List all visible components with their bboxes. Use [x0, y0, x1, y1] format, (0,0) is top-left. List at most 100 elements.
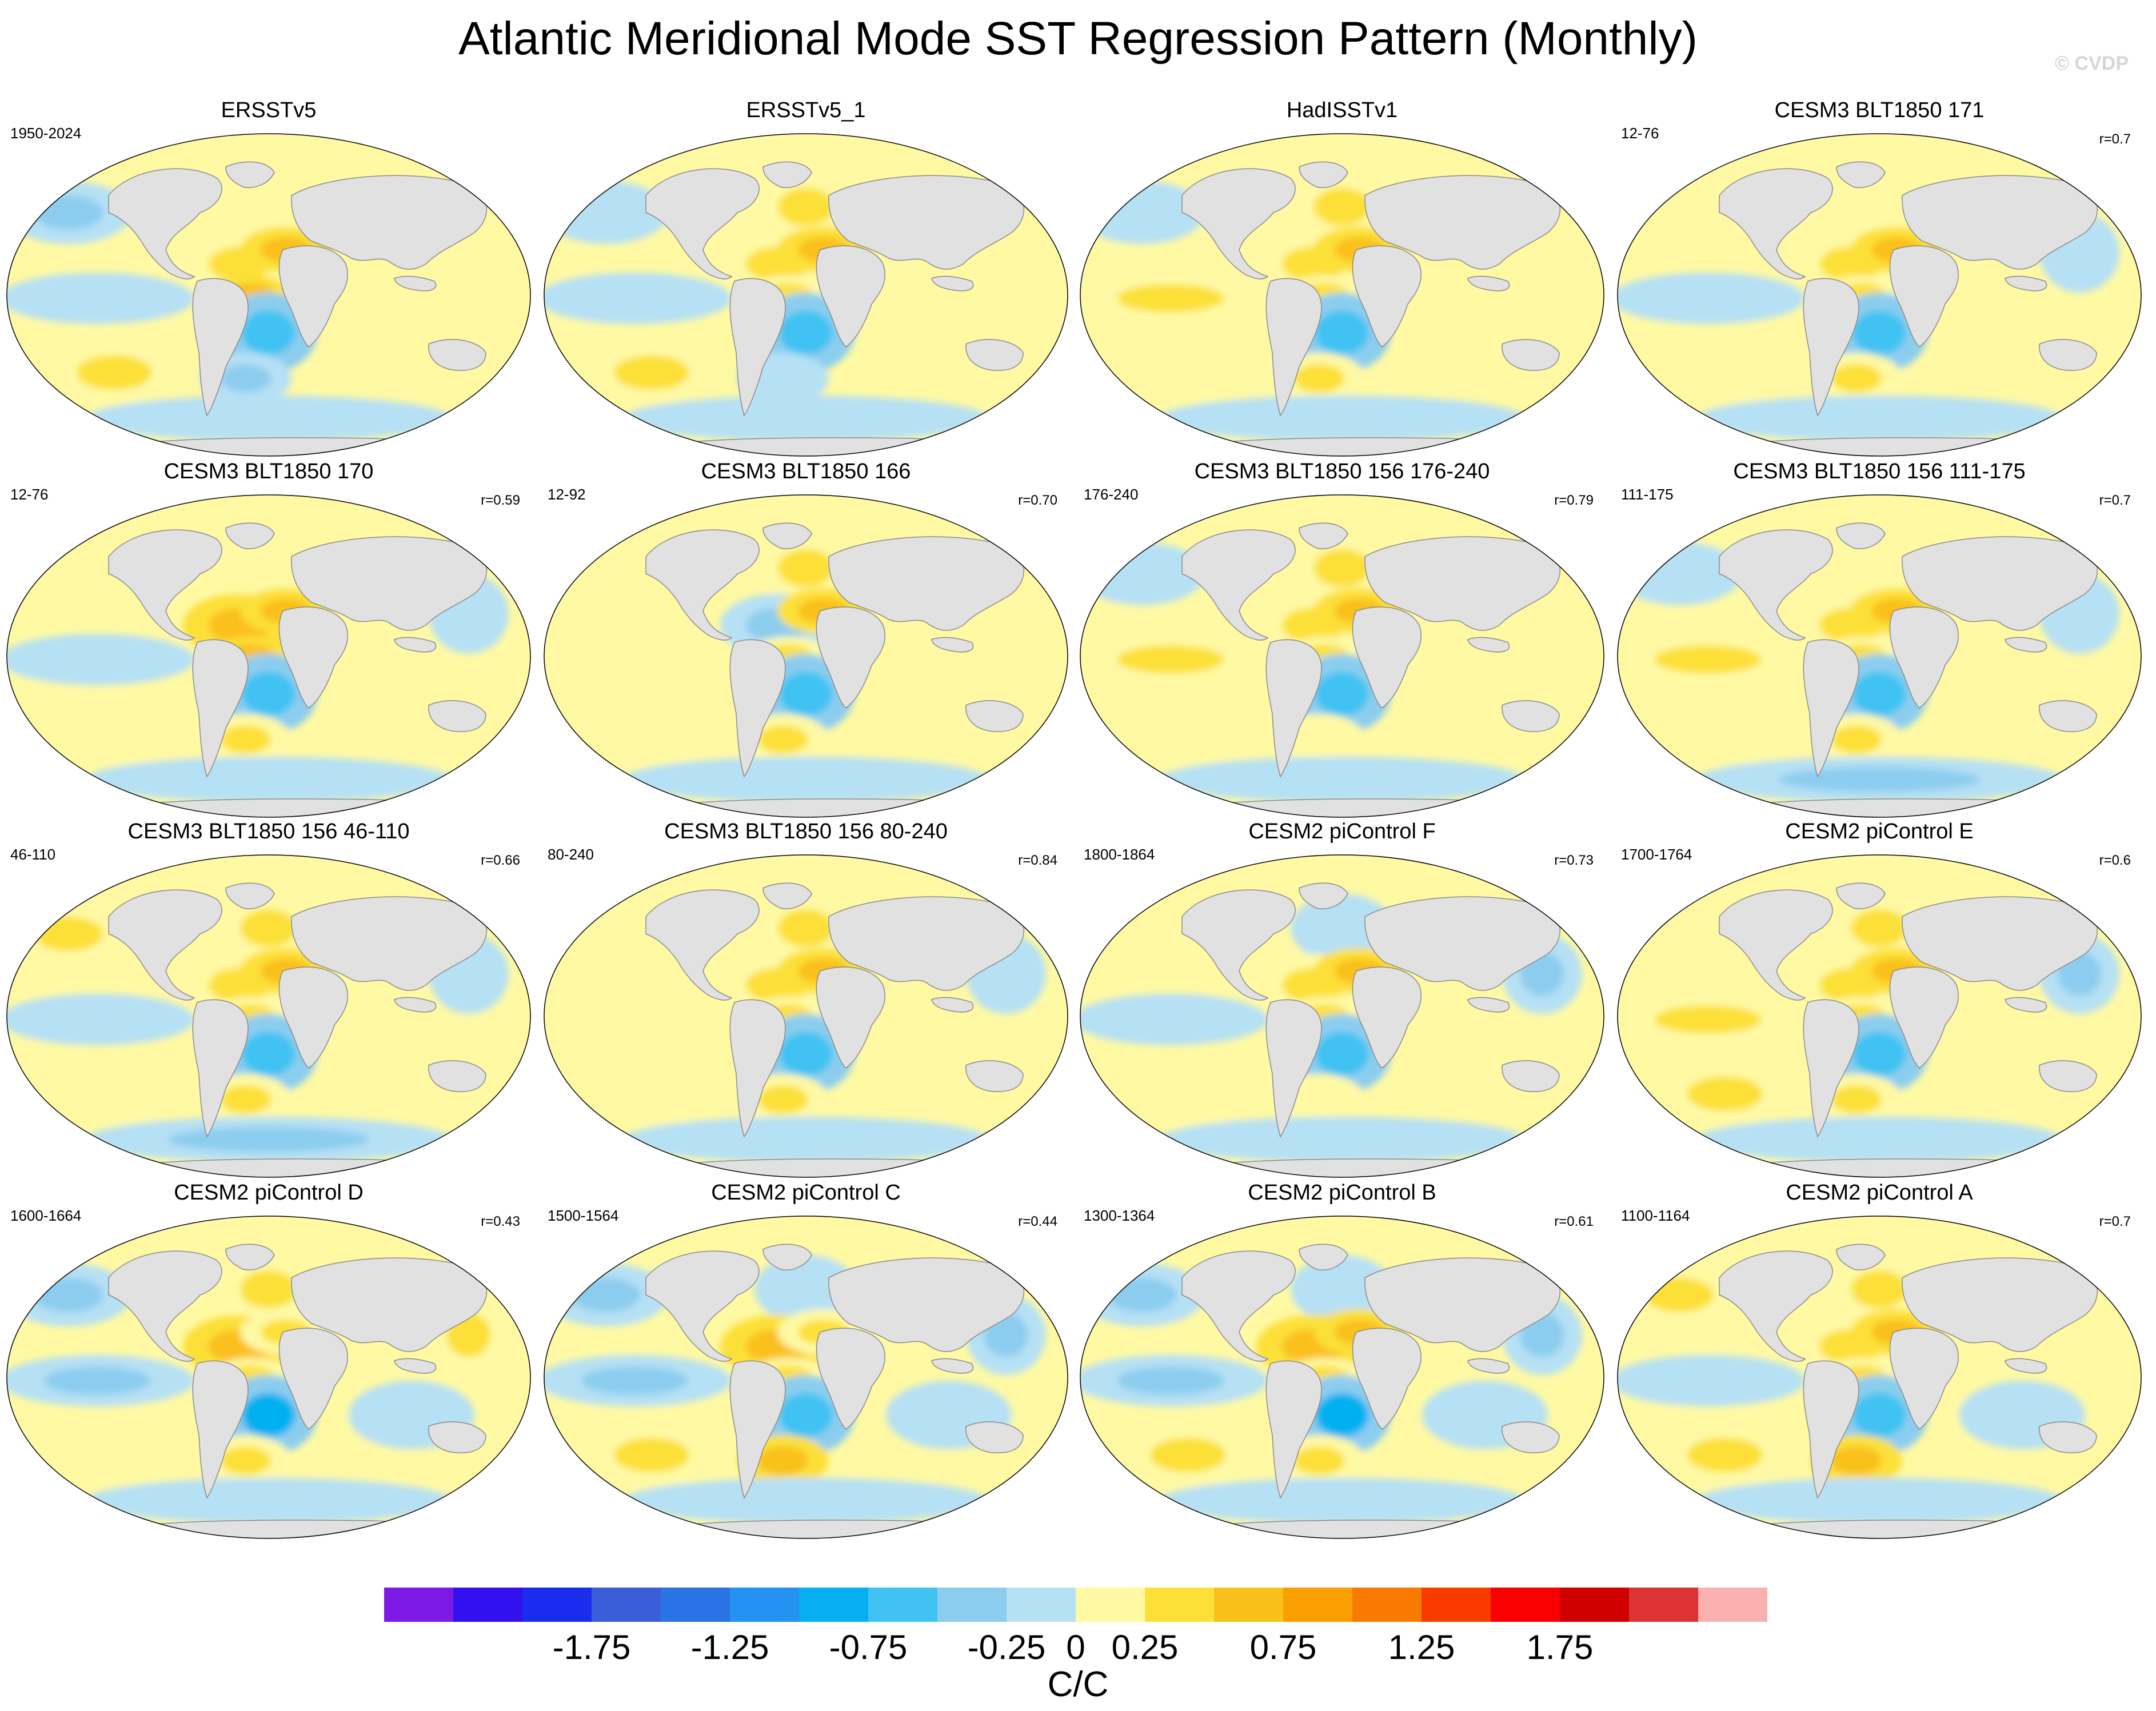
- continent-landmass: [645, 529, 760, 641]
- map-panel: CESM2 piControl C 1500-1564 r=0.44: [537, 1180, 1075, 1545]
- panel-title: CESM2 piControl D: [174, 1181, 364, 1205]
- continent-landmass: [1902, 896, 2098, 991]
- map-panel: CESM3 BLT1850 170 12-76 r=0.59: [0, 458, 537, 824]
- sst-anomaly-core: [1117, 284, 1224, 313]
- sst-anomaly-core: [1852, 310, 1906, 355]
- continent-landmass: [1187, 1158, 1544, 1177]
- panel-period: 12-76: [1621, 125, 1659, 142]
- continent-landmass: [1352, 606, 1422, 709]
- colorbar-tick-label: 1.25: [1388, 1628, 1455, 1666]
- sst-anomaly-core: [758, 725, 808, 754]
- panel-period: 1800-1864: [1084, 846, 1155, 863]
- panel-pattern-correlation: r=0.79: [1554, 493, 1594, 508]
- sst-anomaly-core: [377, 314, 446, 351]
- sst-anomaly-core: [34, 1277, 103, 1313]
- continent-landmass: [1719, 889, 1833, 1001]
- continent-landmass: [114, 1520, 470, 1538]
- continent-landmass: [965, 1421, 1024, 1453]
- sst-regression-map: [1080, 494, 1604, 818]
- sst-anomaly-core: [1241, 1488, 1443, 1513]
- panel-period: 1700-1764: [1621, 846, 1692, 863]
- sst-anomaly-core: [1987, 1396, 2057, 1434]
- colorbar-units: C/C: [1047, 1665, 1109, 1704]
- continent-landmass: [2039, 1421, 2097, 1453]
- sst-anomaly-core: [777, 1270, 835, 1308]
- sst-anomaly-core: [1831, 1446, 1882, 1475]
- sst-anomaly-core: [77, 355, 152, 390]
- continent-landmass: [1352, 966, 1422, 1069]
- sst-regression-map: [544, 854, 1068, 1178]
- continent-landmass: [816, 245, 885, 347]
- sst-anomaly-core: [1294, 1446, 1344, 1475]
- panel-pattern-correlation: r=0.84: [1018, 853, 1057, 868]
- panel-pattern-correlation: r=0.43: [481, 1214, 520, 1229]
- continent-landmass: [114, 798, 470, 817]
- figure-title: Atlantic Meridional Mode SST Regression …: [458, 13, 1698, 65]
- sst-anomaly-core: [240, 549, 297, 587]
- sst-anomaly-core: [779, 310, 833, 355]
- sst-anomaly-core: [1241, 767, 1443, 792]
- continent-landmass: [225, 882, 275, 909]
- colorbar-swatch: [1422, 1588, 1491, 1622]
- colorbar-swatch: [592, 1588, 661, 1622]
- continent-landmass: [108, 529, 222, 641]
- continent-landmass: [651, 1520, 1008, 1538]
- sst-anomaly-core: [1313, 188, 1371, 226]
- continent-landmass: [192, 999, 249, 1138]
- continent-landmass: [1836, 161, 1886, 188]
- continent-landmass: [1181, 529, 1296, 641]
- map-outline: [1080, 133, 1604, 457]
- sst-regression-map: [6, 1216, 531, 1539]
- sst-anomaly-core: [1779, 406, 1980, 431]
- sst-anomaly-core: [1315, 1032, 1369, 1076]
- colorbar-swatch: [937, 1588, 1007, 1622]
- sst-anomaly-core: [1150, 716, 1225, 751]
- sst-anomaly-core: [1644, 916, 1714, 952]
- sst-anomaly-core: [1241, 1127, 1443, 1152]
- panel-pattern-correlation: r=0.59: [481, 493, 520, 508]
- panel-title: ERSSTv5_1: [746, 98, 866, 122]
- continent-landmass: [762, 882, 812, 909]
- continent-landmass: [2005, 637, 2047, 653]
- sst-anomaly-core: [168, 1127, 369, 1152]
- continent-landmass: [931, 275, 974, 291]
- continent-landmass: [1181, 889, 1296, 1001]
- continent-landmass: [762, 161, 812, 188]
- sst-regression-map: [1617, 133, 2142, 457]
- map-panel: CESM2 piControl D 1600-1664 r=0.43: [0, 1180, 537, 1545]
- continent-landmass: [1265, 999, 1322, 1138]
- sst-anomaly-core: [581, 1366, 688, 1395]
- panel-period: 176-240: [1084, 486, 1139, 503]
- continent-landmass: [1902, 175, 2098, 270]
- continent-landmass: [1719, 1250, 1833, 1362]
- sst-anomaly-core: [1851, 188, 1908, 226]
- sst-anomaly-core: [377, 675, 446, 713]
- sst-anomaly-core: [914, 314, 984, 351]
- sst-anomaly-core: [581, 284, 688, 313]
- continent-landmass: [1836, 1244, 1886, 1270]
- sst-regression-map: [6, 494, 531, 818]
- sst-anomaly-core: [1831, 364, 1882, 393]
- sst-anomaly-core: [1450, 1035, 1520, 1073]
- sst-anomaly-core: [779, 671, 833, 716]
- map-outline: [544, 494, 1068, 818]
- sst-anomaly-core: [758, 1085, 808, 1114]
- continent-landmass: [192, 639, 249, 778]
- continent-landmass: [828, 896, 1024, 991]
- sst-anomaly-core: [1644, 556, 1714, 591]
- sst-anomaly-core: [1150, 1437, 1225, 1473]
- sst-anomaly-core: [34, 556, 103, 591]
- continent-landmass: [2039, 700, 2097, 732]
- continent-landmass: [1719, 529, 1833, 641]
- continent-landmass: [729, 1360, 786, 1499]
- colorbar-swatch: [661, 1588, 730, 1622]
- colorbar-tick-label: 0.75: [1249, 1628, 1317, 1666]
- sst-anomaly-core: [242, 310, 296, 355]
- sst-anomaly-core: [1107, 1277, 1177, 1313]
- sst-anomaly-core: [779, 1393, 833, 1437]
- sst-anomaly-core: [221, 364, 271, 393]
- sst-anomaly-core: [614, 1437, 689, 1473]
- colorbar-tick-label: -0.75: [829, 1628, 908, 1666]
- panel-period: 46-110: [10, 846, 56, 863]
- sst-anomaly-core: [777, 549, 835, 587]
